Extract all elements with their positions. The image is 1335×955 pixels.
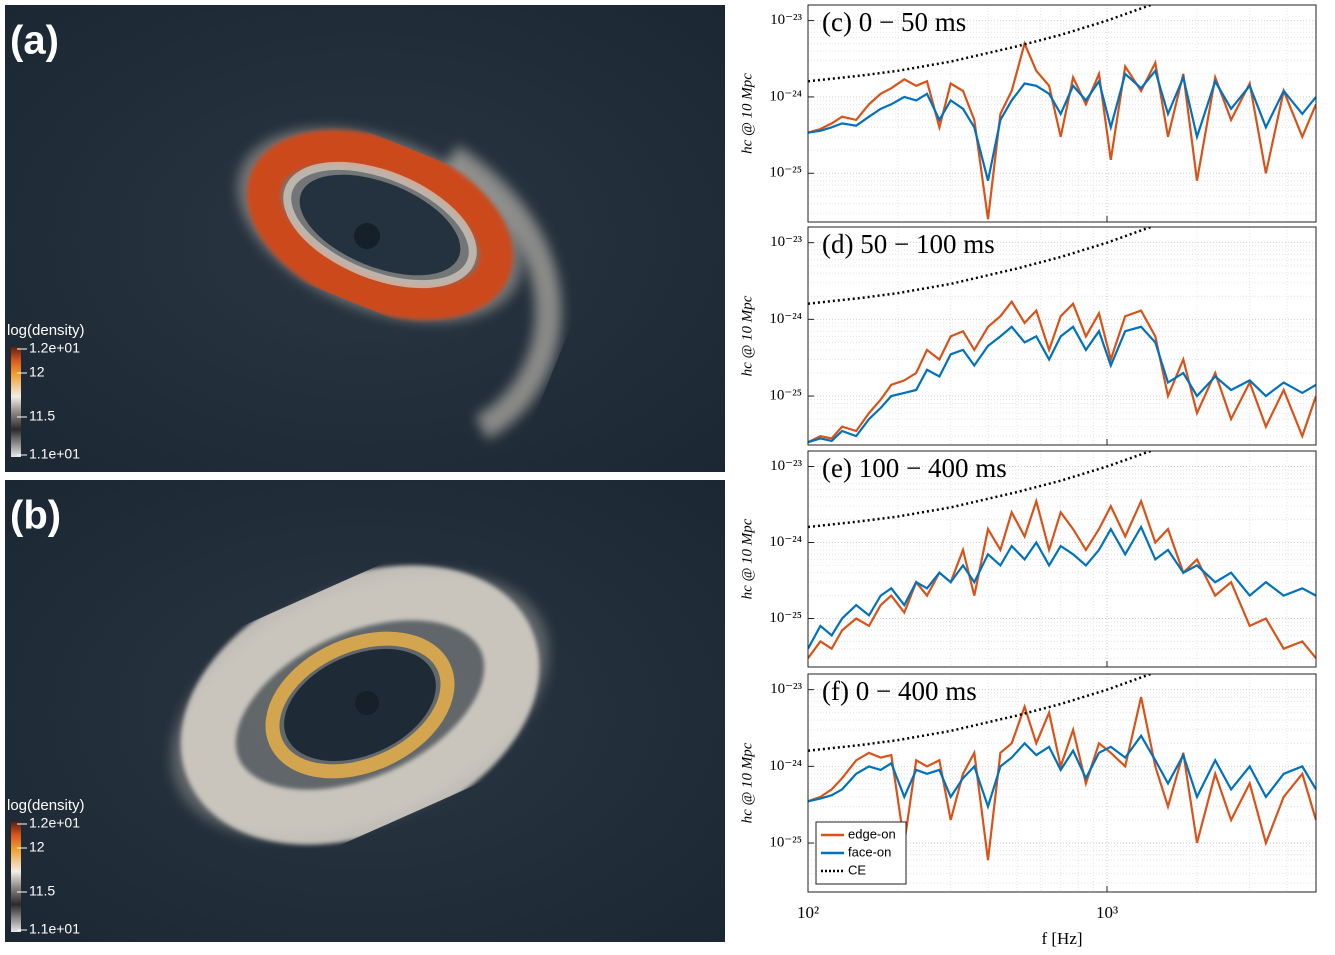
colorbar-tick-label: 12 [29,364,45,380]
density-image-a [5,5,725,472]
axes-box [807,226,1317,446]
axes-box [807,4,1317,223]
y-tick-label: 10⁻²³ [770,681,802,697]
series-line [808,68,1316,181]
colorbar [11,347,21,457]
lines [808,227,1316,444]
panel-label: (b) [10,494,61,538]
axes-box [807,673,1317,893]
y-tick-label: 10⁻²⁴ [769,534,802,550]
colorbar-tick-label: 12 [29,839,45,855]
y-tick-label: 10⁻²³ [770,458,802,474]
panel-title: (d) 50 − 100 ms [822,229,995,259]
lines [808,5,1316,220]
y-tick-label: 10⁻²⁵ [769,387,802,403]
lines [808,451,1316,659]
panel-label: (a) [10,19,59,63]
colorbar [11,822,21,932]
series-line [808,524,1316,650]
y-tick-label: 10⁻²⁴ [769,88,802,104]
series-line [808,696,1316,861]
series-line [808,497,1316,659]
colorbar-tick-label: 11.5 [29,883,55,899]
y-tick-label: 10⁻²³ [770,234,802,250]
y-tick-label: 10⁻²⁴ [769,311,802,327]
colorbar-tick-label: 1.1e+01 [29,446,80,462]
legend-label: edge-on [848,826,896,841]
x-tick-label: 10² [797,903,819,922]
colorbar-title: log(density) [7,322,85,339]
subplot: 10⁻²⁵ 10⁻²⁴ 10⁻²³ 10² 10³ (f) 0 − 400 ms hc @ … [739,673,1317,948]
subplot: 10⁻²⁵ 10⁻²⁴ 10⁻²³ (c) 0 − 50 ms hc @ 10 Mpc [739,4,1317,223]
y-axis-label: hc @ 10 Mpc [739,518,755,599]
colorbar-tick-label: 11.5 [29,408,55,424]
x-axis-label: f [Hz] [1041,929,1082,948]
density-image-b [5,480,725,942]
plot-area [808,451,1316,667]
subplot: 10⁻²⁵ 10⁻²⁴ 10⁻²³ (d) 50 − 100 ms hc @ 10 Mp… [739,226,1317,446]
x-tick-label: 10³ [1096,903,1118,922]
series-line [808,325,1316,444]
series-line [808,299,1316,444]
lines [808,674,1316,861]
colorbar-tick-label: 1.2e+01 [29,340,80,356]
colorbar-tick-label: 1.1e+01 [29,921,80,937]
y-tick-label: 10⁻²⁵ [769,165,802,181]
colorbar-tick-label: 1.2e+01 [29,815,80,831]
legend-label: face-on [848,844,891,859]
y-tick-label: 10⁻²⁵ [769,834,802,850]
legend-label: CE [848,862,866,877]
panel-title: (e) 100 − 400 ms [822,453,1007,483]
series-line [808,733,1316,811]
panel-title: (f) 0 − 400 ms [822,676,977,706]
subplot: 10⁻²⁵ 10⁻²⁴ 10⁻²³ (e) 100 − 400 ms hc @ 10 M… [739,450,1317,668]
y-tick-label: 10⁻²³ [770,12,802,28]
y-axis-label: hc @ 10 Mpc [739,742,755,823]
y-tick-label: 10⁻²⁵ [769,610,802,626]
axes-box [807,450,1317,668]
y-axis-label: hc @ 10 Mpc [739,295,755,376]
series-line [808,40,1316,220]
colorbar-title: log(density) [7,797,85,814]
panel-title: (c) 0 − 50 ms [822,7,966,37]
y-tick-label: 10⁻²⁴ [769,758,802,774]
y-axis-label: hc @ 10 Mpc [739,73,755,154]
